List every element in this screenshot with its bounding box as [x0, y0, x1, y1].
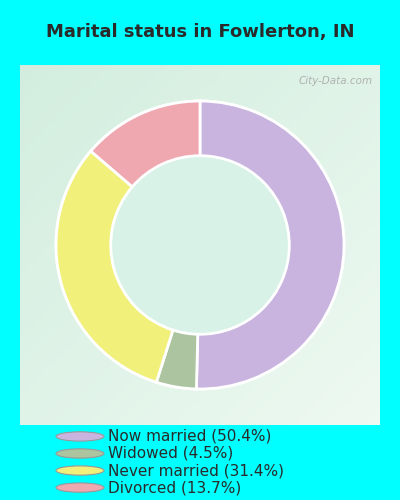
Wedge shape	[196, 101, 344, 389]
Wedge shape	[91, 101, 200, 187]
Circle shape	[111, 156, 289, 334]
Text: Never married (31.4%): Never married (31.4%)	[108, 463, 284, 478]
Circle shape	[56, 449, 104, 458]
Text: Now married (50.4%): Now married (50.4%)	[108, 429, 271, 444]
Text: Marital status in Fowlerton, IN: Marital status in Fowlerton, IN	[46, 22, 354, 40]
Wedge shape	[196, 101, 344, 389]
Wedge shape	[156, 330, 198, 389]
Text: Widowed (4.5%): Widowed (4.5%)	[108, 446, 233, 461]
Wedge shape	[91, 101, 200, 187]
Wedge shape	[56, 151, 173, 382]
Circle shape	[56, 466, 104, 475]
Text: Divorced (13.7%): Divorced (13.7%)	[108, 480, 241, 495]
Circle shape	[56, 432, 104, 441]
Text: City-Data.com: City-Data.com	[299, 76, 373, 86]
Wedge shape	[156, 330, 198, 389]
Circle shape	[56, 483, 104, 492]
Wedge shape	[56, 151, 173, 382]
